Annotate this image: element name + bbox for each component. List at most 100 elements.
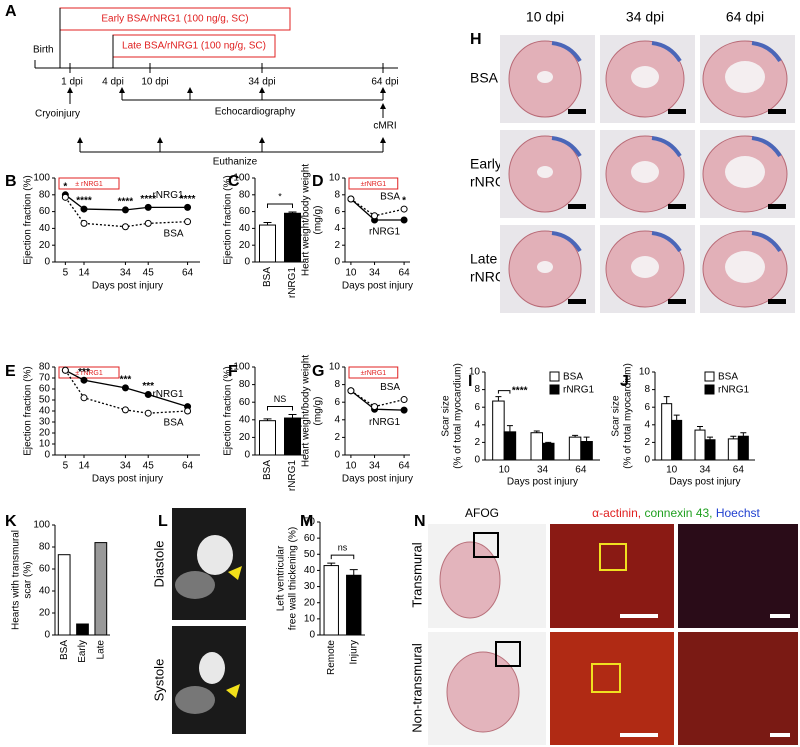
- scar: [651, 136, 682, 158]
- x-tick-label: BSA: [59, 640, 70, 660]
- y-tick-label: 40: [304, 565, 316, 576]
- y-axis-label: Heart weight/body weight: [301, 355, 312, 468]
- x-tick-label: rNRG1: [287, 267, 298, 299]
- panel-label: H: [470, 31, 482, 48]
- significance: *: [402, 196, 406, 207]
- birth-label: Birth: [33, 45, 54, 56]
- scale-bar: [768, 204, 786, 209]
- y-axis-label: Ejection fraction (%): [23, 175, 34, 264]
- y-tick-label: 0: [44, 630, 50, 641]
- error-bar: [506, 425, 513, 432]
- y-axis-label: free wall thickening (%): [288, 527, 299, 630]
- significance: *: [278, 191, 282, 201]
- bar: [259, 420, 276, 456]
- y-tick-label: 20: [304, 597, 316, 608]
- y-tick-label: 70: [304, 517, 316, 528]
- scar: [751, 41, 782, 63]
- significance: ***: [120, 375, 132, 386]
- afog-label: AFOG: [465, 506, 499, 520]
- error-bar: [349, 569, 358, 576]
- zoom-box: [473, 532, 499, 558]
- panel-label: L: [158, 513, 168, 530]
- x-tick-label: 64: [575, 465, 587, 476]
- y-tick-label: 50: [304, 549, 316, 560]
- y-axis-label: Scar size: [441, 395, 452, 437]
- row-label: Early: [470, 156, 502, 172]
- y-tick-label: 50: [39, 395, 51, 406]
- x-tick-label: BSA: [262, 267, 273, 287]
- point: [371, 212, 379, 220]
- x-tick-label: 34: [120, 461, 132, 472]
- x-axis-label: Days post injury: [92, 474, 163, 485]
- y-tick-label: 60: [239, 206, 251, 217]
- y-tick-label: 4: [334, 414, 340, 425]
- legend-swatch: [704, 371, 715, 382]
- panel-label: G: [312, 363, 324, 380]
- series-label: BSA: [380, 192, 400, 203]
- y-tick-label: 20: [239, 432, 251, 443]
- y-tick-label: 2: [334, 240, 340, 251]
- column-header: 10 dpi: [526, 9, 564, 25]
- bar: [284, 417, 301, 456]
- hoechst-label: Hoechst: [713, 506, 761, 520]
- scar: [751, 136, 782, 158]
- point: [144, 203, 152, 211]
- y-tick-label: 60: [39, 206, 51, 217]
- y-axis-label: Ejection fraction (%): [223, 366, 234, 455]
- significance-bracket: [267, 203, 293, 209]
- row-label: Transmural: [409, 542, 424, 607]
- y-tick-label: 70: [39, 373, 51, 384]
- point: [61, 193, 69, 201]
- legend-label: rNRG1: [718, 385, 750, 396]
- significance: ****: [76, 196, 92, 207]
- fluorescence-image: [550, 632, 674, 745]
- y-axis-label: Ejection fraction (%): [223, 175, 234, 264]
- series-label: BSA: [164, 228, 184, 239]
- late-label: Late BSA/rNRG1 (100 ng/g, SC): [122, 41, 266, 52]
- panel-label: K: [5, 513, 17, 530]
- y-tick-label: 10: [469, 367, 481, 378]
- y-tick-label: 0: [309, 630, 315, 641]
- series-label: rNRG1: [369, 417, 401, 428]
- fluorescence-image: [550, 524, 674, 628]
- legend-label: BSA: [563, 372, 583, 383]
- afog-section: [439, 541, 501, 619]
- actinin-label: α-actinin,: [592, 506, 641, 520]
- row-label: Non-transmural: [409, 643, 424, 733]
- y-axis-label: Scar size: [611, 395, 622, 437]
- row-label: Late: [470, 251, 497, 267]
- y-tick-label: 0: [334, 450, 340, 461]
- y-tick-label: 4: [474, 419, 480, 430]
- x-tick-label: rNRG1: [287, 460, 298, 492]
- x-tick-label: Late: [95, 640, 106, 660]
- lumen: [631, 256, 659, 278]
- panel-label: C: [228, 173, 240, 190]
- mri-tissue: [175, 686, 215, 714]
- y-tick-label: 8: [334, 379, 340, 390]
- y-tick-label: 30: [39, 417, 51, 428]
- y-tick-label: 6: [474, 402, 480, 413]
- scar: [551, 41, 582, 63]
- error-bar: [730, 435, 737, 439]
- point: [184, 407, 192, 415]
- y-tick-label: 20: [39, 608, 51, 619]
- y-tick-label: 40: [239, 414, 251, 425]
- y-tick-label: 6: [644, 402, 650, 413]
- y-tick-label: 100: [33, 173, 50, 184]
- y-tick-label: 20: [39, 428, 51, 439]
- x-tick-label: 45: [143, 461, 155, 472]
- y-tick-label: 2: [644, 437, 650, 448]
- scale-bar: [620, 614, 658, 618]
- error-bar: [663, 396, 670, 404]
- row-label: BSA: [470, 70, 499, 86]
- scale-bar: [620, 733, 658, 737]
- bar: [492, 400, 505, 461]
- y-tick-label: 60: [304, 533, 316, 544]
- point: [400, 216, 408, 224]
- bar: [704, 439, 716, 461]
- y-tick-label: 60: [39, 564, 51, 575]
- error-bar: [673, 414, 680, 421]
- zoom-box: [599, 543, 627, 571]
- cryoinjury-label: Cryoinjury: [35, 109, 80, 120]
